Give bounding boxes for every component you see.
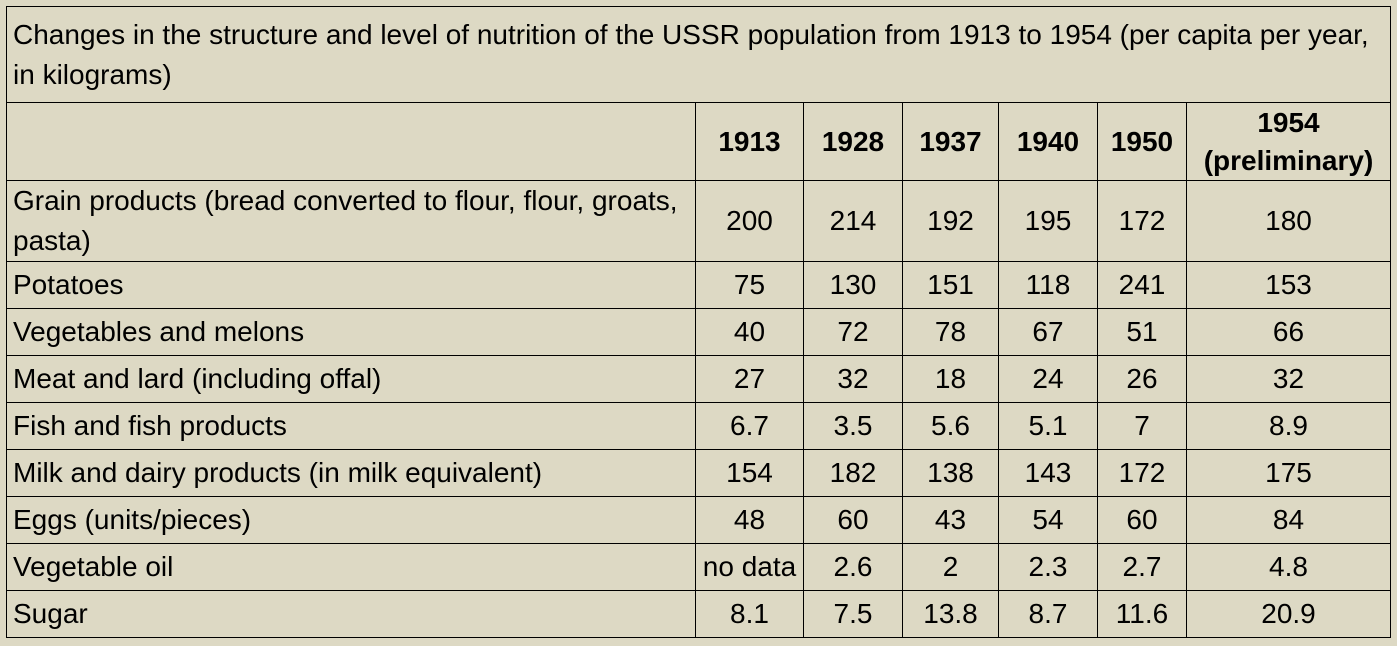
table-cell: 138: [902, 449, 999, 497]
column-header-line: 1913: [718, 125, 781, 157]
table-cell: 130: [803, 261, 903, 309]
column-header-line: 1940: [1016, 125, 1080, 157]
table-cell: 143: [998, 449, 1098, 497]
table-container: Changes in the structure and level of nu…: [6, 6, 1391, 644]
table-row: Meat and lard (including offal) 27 32 18 24 2…: [6, 355, 1391, 403]
table-cell: 118: [998, 261, 1098, 309]
column-header-line: 1937: [919, 125, 982, 157]
table-cell: 13.8: [902, 590, 999, 638]
table-cell: 151: [902, 261, 999, 309]
table-cell: 6.7: [695, 402, 804, 450]
table-cell: 11.6: [1097, 590, 1187, 638]
table-cell: 172: [1097, 449, 1187, 497]
row-label: Meat and lard (including offal): [6, 355, 696, 403]
row-label: Grain products (bread converted to flour…: [6, 180, 696, 262]
table-cell: 175: [1186, 449, 1391, 497]
table-cell: 78: [902, 308, 999, 356]
table-cell: 195: [998, 180, 1098, 262]
table-cell: no data: [695, 543, 804, 591]
table-cell: 2: [902, 543, 999, 591]
row-label: Milk and dairy products (in milk equival…: [6, 449, 696, 497]
table-cell: 32: [1186, 355, 1391, 403]
table-cell: 4.8: [1186, 543, 1391, 591]
column-header-line: 1928: [821, 125, 885, 157]
table-cell: 5.6: [902, 402, 999, 450]
table-cell: 154: [695, 449, 804, 497]
table-row: Milk and dairy products (in milk equival…: [6, 449, 1391, 497]
table-cell: 5.1: [998, 402, 1098, 450]
table-row: Eggs (units/pieces) 48 60 43 54 60 84: [6, 496, 1391, 544]
column-header: 1937: [902, 102, 999, 181]
table-row: Grain products (bread converted to flour…: [6, 180, 1391, 262]
column-header: 1928: [803, 102, 903, 181]
table-cell: 7: [1097, 402, 1187, 450]
table-cell: 48: [695, 496, 804, 544]
table-cell: 3.5: [803, 402, 903, 450]
table-cell: 26: [1097, 355, 1187, 403]
column-header-line: (preliminary): [1203, 144, 1374, 176]
table-cell: 241: [1097, 261, 1187, 309]
row-label: Eggs (units/pieces): [6, 496, 696, 544]
table-cell: 8.7: [998, 590, 1098, 638]
column-header-line: 1950: [1110, 125, 1174, 157]
header-row: 1913 1928 1937 1940 1950 1954 (preliminary): [6, 102, 1391, 181]
column-header: 1950: [1097, 102, 1187, 181]
table-title: Changes in the structure and level of nu…: [6, 6, 1391, 103]
table-cell: 153: [1186, 261, 1391, 309]
table-cell: 60: [1097, 496, 1187, 544]
table-cell: 60: [803, 496, 903, 544]
row-label: Potatoes: [6, 261, 696, 309]
row-label: Vegetable oil: [6, 543, 696, 591]
table-cell: 32: [803, 355, 903, 403]
table-row: Fish and fish products 6.7 3.5 5.6 5.1 7 8.9: [6, 402, 1391, 450]
table-cell: 2.3: [998, 543, 1098, 591]
table-cell: 75: [695, 261, 804, 309]
column-header: 1913: [695, 102, 804, 181]
table-cell: 67: [998, 308, 1098, 356]
table-cell: 182: [803, 449, 903, 497]
table-cell: 72: [803, 308, 903, 356]
row-label: Fish and fish products: [6, 402, 696, 450]
table-row: Sugar 8.1 7.5 13.8 8.7 11.6 20.9: [6, 590, 1391, 638]
table-cell: 8.9: [1186, 402, 1391, 450]
table-cell: 20.9: [1186, 590, 1391, 638]
table-cell: 172: [1097, 180, 1187, 262]
table-cell: 214: [803, 180, 903, 262]
table-cell: 40: [695, 308, 804, 356]
table-cell: 200: [695, 180, 804, 262]
column-header-line: 1954: [1257, 106, 1320, 138]
table-row: Vegetables and melons 40 72 78 67 51 66: [6, 308, 1391, 356]
nutrition-table: Changes in the structure and level of nu…: [6, 6, 1391, 638]
table-cell: 8.1: [695, 590, 804, 638]
table-cell: 24: [998, 355, 1098, 403]
table-cell: 18: [902, 355, 999, 403]
table-cell: 27: [695, 355, 804, 403]
table-cell: 7.5: [803, 590, 903, 638]
table-row: Potatoes 75 130 151 118 241 153: [6, 261, 1391, 309]
column-header: 1940: [998, 102, 1098, 181]
table-cell: 51: [1097, 308, 1187, 356]
header-corner-cell: [6, 102, 696, 181]
table-cell: 43: [902, 496, 999, 544]
table-row: Vegetable oil no data 2.6 2 2.3 2.7 4.8: [6, 543, 1391, 591]
table-cell: 84: [1186, 496, 1391, 544]
column-header: 1954 (preliminary): [1186, 102, 1391, 181]
row-label: Vegetables and melons: [6, 308, 696, 356]
table-cell: 180: [1186, 180, 1391, 262]
row-label: Sugar: [6, 590, 696, 638]
table-cell: 192: [902, 180, 999, 262]
table-cell: 2.7: [1097, 543, 1187, 591]
table-cell: 54: [998, 496, 1098, 544]
table-cell: 66: [1186, 308, 1391, 356]
table-cell: 2.6: [803, 543, 903, 591]
